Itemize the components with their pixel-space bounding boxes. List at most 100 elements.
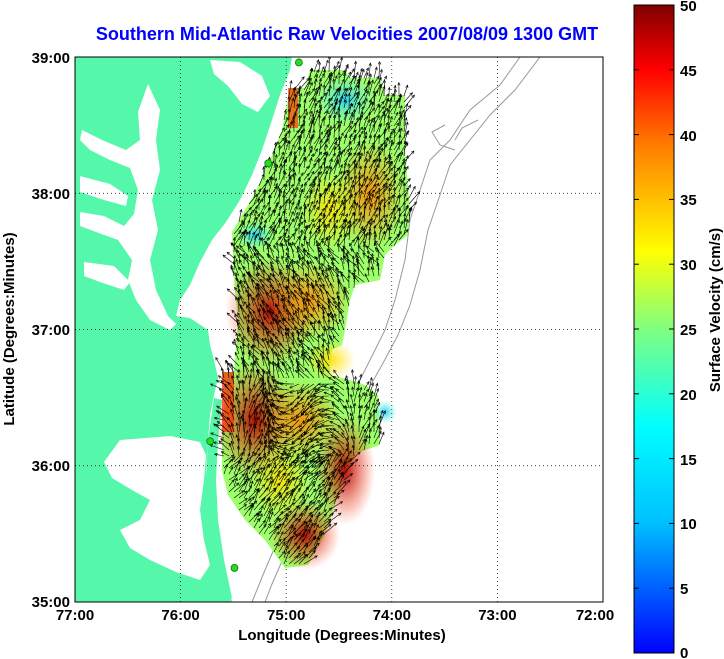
- velocity-arrow: [283, 124, 289, 133]
- velocity-arrowhead: [217, 375, 222, 379]
- velocity-arrowhead: [235, 245, 240, 249]
- velocity-arrowhead: [242, 335, 247, 340]
- velocity-arrowhead: [281, 550, 286, 555]
- velocity-arrowhead: [251, 354, 255, 358]
- velocity-arrow: [293, 260, 305, 271]
- velocity-arrowhead: [265, 391, 269, 396]
- velocity-arrow: [333, 413, 345, 427]
- velocity-arrow: [343, 176, 347, 193]
- velocity-arrowhead: [337, 150, 341, 154]
- velocity-arrow: [378, 161, 389, 175]
- velocity-arrow: [318, 61, 320, 73]
- velocity-arrowhead: [397, 152, 401, 157]
- velocity-arrowhead: [336, 270, 341, 274]
- velocity-arrow: [334, 436, 345, 451]
- velocity-arrowhead: [323, 306, 327, 311]
- velocity-arrowhead: [254, 234, 258, 239]
- velocity-arrowhead: [272, 273, 276, 278]
- velocity-arrow: [388, 100, 399, 115]
- velocity-arrowhead: [288, 346, 293, 351]
- velocity-arrowhead: [350, 248, 354, 252]
- velocity-arrow: [378, 208, 381, 223]
- velocity-arrow: [312, 306, 320, 319]
- velocity-arrowhead: [302, 127, 306, 132]
- velocity-arrow: [258, 400, 265, 415]
- velocity-arrowhead: [261, 350, 265, 355]
- velocity-arrow: [228, 457, 243, 469]
- velocity-arrow: [281, 255, 285, 265]
- velocity-arrowhead: [304, 111, 308, 116]
- velocity-arrowhead: [345, 420, 349, 425]
- velocity-arrowhead: [350, 435, 354, 440]
- velocity-arrowhead: [265, 357, 270, 361]
- velocity-arrow: [288, 366, 295, 379]
- velocity-arrow: [210, 432, 225, 439]
- velocity-arrow: [383, 156, 386, 169]
- velocity-arrowhead: [304, 442, 309, 446]
- velocity-arrowhead: [255, 478, 259, 483]
- velocity-arrowhead: [403, 192, 407, 197]
- velocity-arrowhead: [282, 504, 286, 508]
- velocity-arrowhead: [323, 413, 328, 417]
- velocity-arrow: [328, 57, 330, 73]
- velocity-arrow: [333, 468, 340, 481]
- velocity-arrowhead: [331, 450, 335, 454]
- velocity-arrow: [363, 381, 370, 391]
- velocity-arrow: [323, 521, 331, 529]
- velocity-arrow: [278, 151, 284, 163]
- velocity-arrowhead: [393, 215, 397, 220]
- velocity-arrow: [288, 555, 299, 565]
- velocity-arrowhead: [245, 213, 249, 217]
- velocity-arrow: [373, 158, 379, 169]
- velocity-arrowhead: [287, 453, 291, 457]
- velocity-arrow: [333, 75, 338, 85]
- velocity-arrow: [303, 528, 310, 541]
- velocity-arrow: [228, 466, 234, 475]
- velocity-arrow: [383, 105, 391, 121]
- velocity-arrow: [393, 141, 402, 157]
- velocity-arrowhead: [395, 204, 399, 208]
- velocity-arrowhead: [279, 190, 283, 194]
- velocity-arrow: [348, 147, 352, 157]
- velocity-arrowhead: [316, 499, 321, 504]
- velocity-arrowhead: [316, 294, 320, 298]
- velocity-arrow: [281, 419, 295, 428]
- velocity-arrowhead: [299, 424, 303, 428]
- velocity-arrow: [220, 438, 230, 445]
- velocity-arrow: [288, 129, 290, 139]
- colorbar: 50 45 40 35 30 25 20 15 10 5 0 Surface V…: [633, 0, 724, 659]
- velocity-arrowhead: [305, 165, 309, 170]
- velocity-arrow: [293, 94, 296, 109]
- velocity-arrowhead: [257, 402, 261, 407]
- velocity-arrow: [306, 293, 315, 301]
- velocity-arrow: [273, 502, 279, 511]
- velocity-arrowhead: [393, 173, 397, 178]
- velocity-arrowhead: [322, 84, 326, 88]
- velocity-arrow: [246, 253, 250, 271]
- velocity-arrowhead: [237, 312, 241, 316]
- velocity-arrowhead: [268, 424, 272, 429]
- velocity-arrow: [398, 111, 402, 127]
- velocity-arrowhead: [242, 265, 246, 270]
- velocity-arrowhead: [269, 289, 273, 293]
- velocity-arrowhead: [354, 218, 358, 222]
- velocity-arrowhead: [367, 423, 371, 427]
- velocity-arrowhead: [284, 199, 288, 204]
- velocity-arrowhead: [262, 452, 267, 457]
- velocity-arrowhead: [362, 243, 366, 248]
- velocity-arrowhead: [386, 223, 390, 228]
- velocity-arrow: [297, 349, 300, 361]
- velocity-arrowhead: [277, 469, 281, 474]
- velocity-arrowhead: [260, 432, 264, 437]
- velocity-arrowhead: [335, 219, 339, 223]
- velocity-arrowhead: [306, 470, 310, 474]
- velocity-arrow: [358, 215, 364, 229]
- velocity-arrowhead: [366, 251, 371, 255]
- velocity-arrow: [270, 261, 275, 271]
- velocity-arrowhead: [300, 129, 304, 134]
- velocity-arrowhead: [384, 173, 388, 178]
- velocity-arrow: [328, 468, 337, 475]
- velocity-arrowhead: [328, 428, 333, 431]
- velocity-arrowhead: [296, 452, 300, 457]
- velocity-arrowhead: [333, 65, 337, 69]
